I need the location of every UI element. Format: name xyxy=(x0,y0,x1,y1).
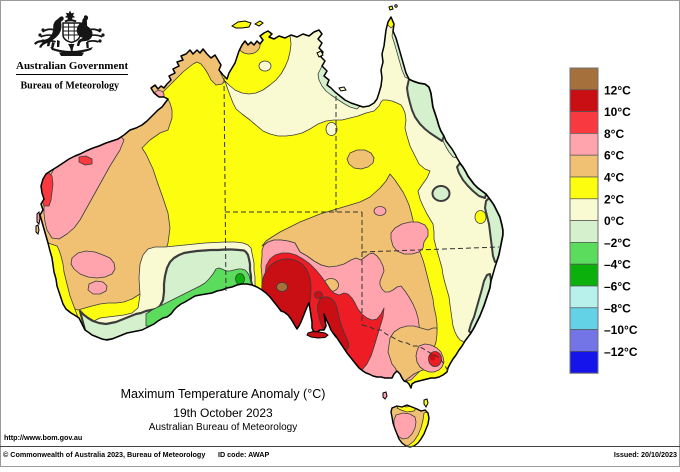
svg-text:10°C: 10°C xyxy=(604,105,631,119)
svg-text:Issued: 20/10/2023: Issued: 20/10/2023 xyxy=(614,450,677,459)
svg-text:© Commonwealth of Australia 20: © Commonwealth of Australia 2023, Bureau… xyxy=(3,450,205,459)
svg-text:http://www.bom.gov.au: http://www.bom.gov.au xyxy=(4,433,82,442)
svg-text:19th October 2023: 19th October 2023 xyxy=(173,406,273,420)
svg-text:ID code: AWAP: ID code: AWAP xyxy=(218,450,269,459)
svg-text:8°C: 8°C xyxy=(604,127,624,141)
svg-text:–6°C: –6°C xyxy=(604,280,631,294)
svg-text:–12°C: –12°C xyxy=(604,345,638,359)
svg-text:12°C: 12°C xyxy=(604,83,631,97)
svg-text:–2°C: –2°C xyxy=(604,236,631,250)
svg-text:6°C: 6°C xyxy=(604,149,624,163)
svg-text:Bureau of Meteorology: Bureau of Meteorology xyxy=(21,81,120,92)
svg-text:–8°C: –8°C xyxy=(604,301,631,315)
svg-text:Australian Government: Australian Government xyxy=(16,60,128,72)
svg-text:Maximum Temperature Anomaly (°: Maximum Temperature Anomaly (°C) xyxy=(121,387,326,401)
svg-text:0°C: 0°C xyxy=(604,214,624,228)
svg-text:–4°C: –4°C xyxy=(604,258,631,272)
svg-text:4°C: 4°C xyxy=(604,171,624,185)
svg-text:Australian Bureau of Meteorolo: Australian Bureau of Meteorology xyxy=(149,422,297,433)
svg-text:2°C: 2°C xyxy=(604,192,624,206)
svg-text:–10°C: –10°C xyxy=(604,323,638,337)
